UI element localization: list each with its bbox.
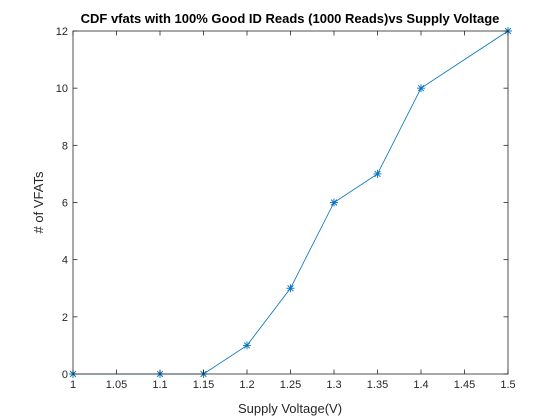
x-tick-label: 1.4 <box>413 379 428 391</box>
x-tick-label: 1.35 <box>367 379 388 391</box>
x-tick-label: 1.3 <box>326 379 341 391</box>
data-point <box>417 84 425 93</box>
x-tick-label: 1.05 <box>106 379 127 391</box>
y-tick-label: 12 <box>56 26 68 38</box>
plot-area <box>73 31 508 374</box>
x-tick-label: 1.25 <box>280 379 301 391</box>
x-tick-label: 1.2 <box>239 379 254 391</box>
y-tick-label: 0 <box>62 369 68 381</box>
data-point <box>373 169 382 178</box>
y-tick-label: 10 <box>56 83 68 95</box>
x-tick-label: 1.5 <box>500 379 515 391</box>
x-tick-label: 1.1 <box>152 379 167 391</box>
data-point <box>243 341 251 350</box>
axes-box <box>72 30 509 375</box>
ticks-group: 1 1.05 1.1 1.15 1.2 1.25 1.3 1.35 1.4 1.45 1.5 0 2 4 6… <box>56 26 516 391</box>
y-tick-label: 6 <box>62 198 68 210</box>
x-tick-label: 1.45 <box>454 379 475 391</box>
x-tick-label: 1 <box>70 379 76 391</box>
data-point <box>286 284 295 293</box>
x-tick-label: 1.15 <box>193 379 214 391</box>
y-tick-label: 4 <box>62 255 68 267</box>
x-axis-label: Supply Voltage(V) <box>238 401 342 416</box>
y-tick-label: 2 <box>62 312 68 324</box>
y-tick-label: 8 <box>62 140 68 152</box>
y-axis-label: # of VFATs <box>31 171 46 233</box>
data-point <box>330 198 338 207</box>
chart-title: CDF vfats with 100% Good ID Reads (1000 … <box>81 11 500 26</box>
